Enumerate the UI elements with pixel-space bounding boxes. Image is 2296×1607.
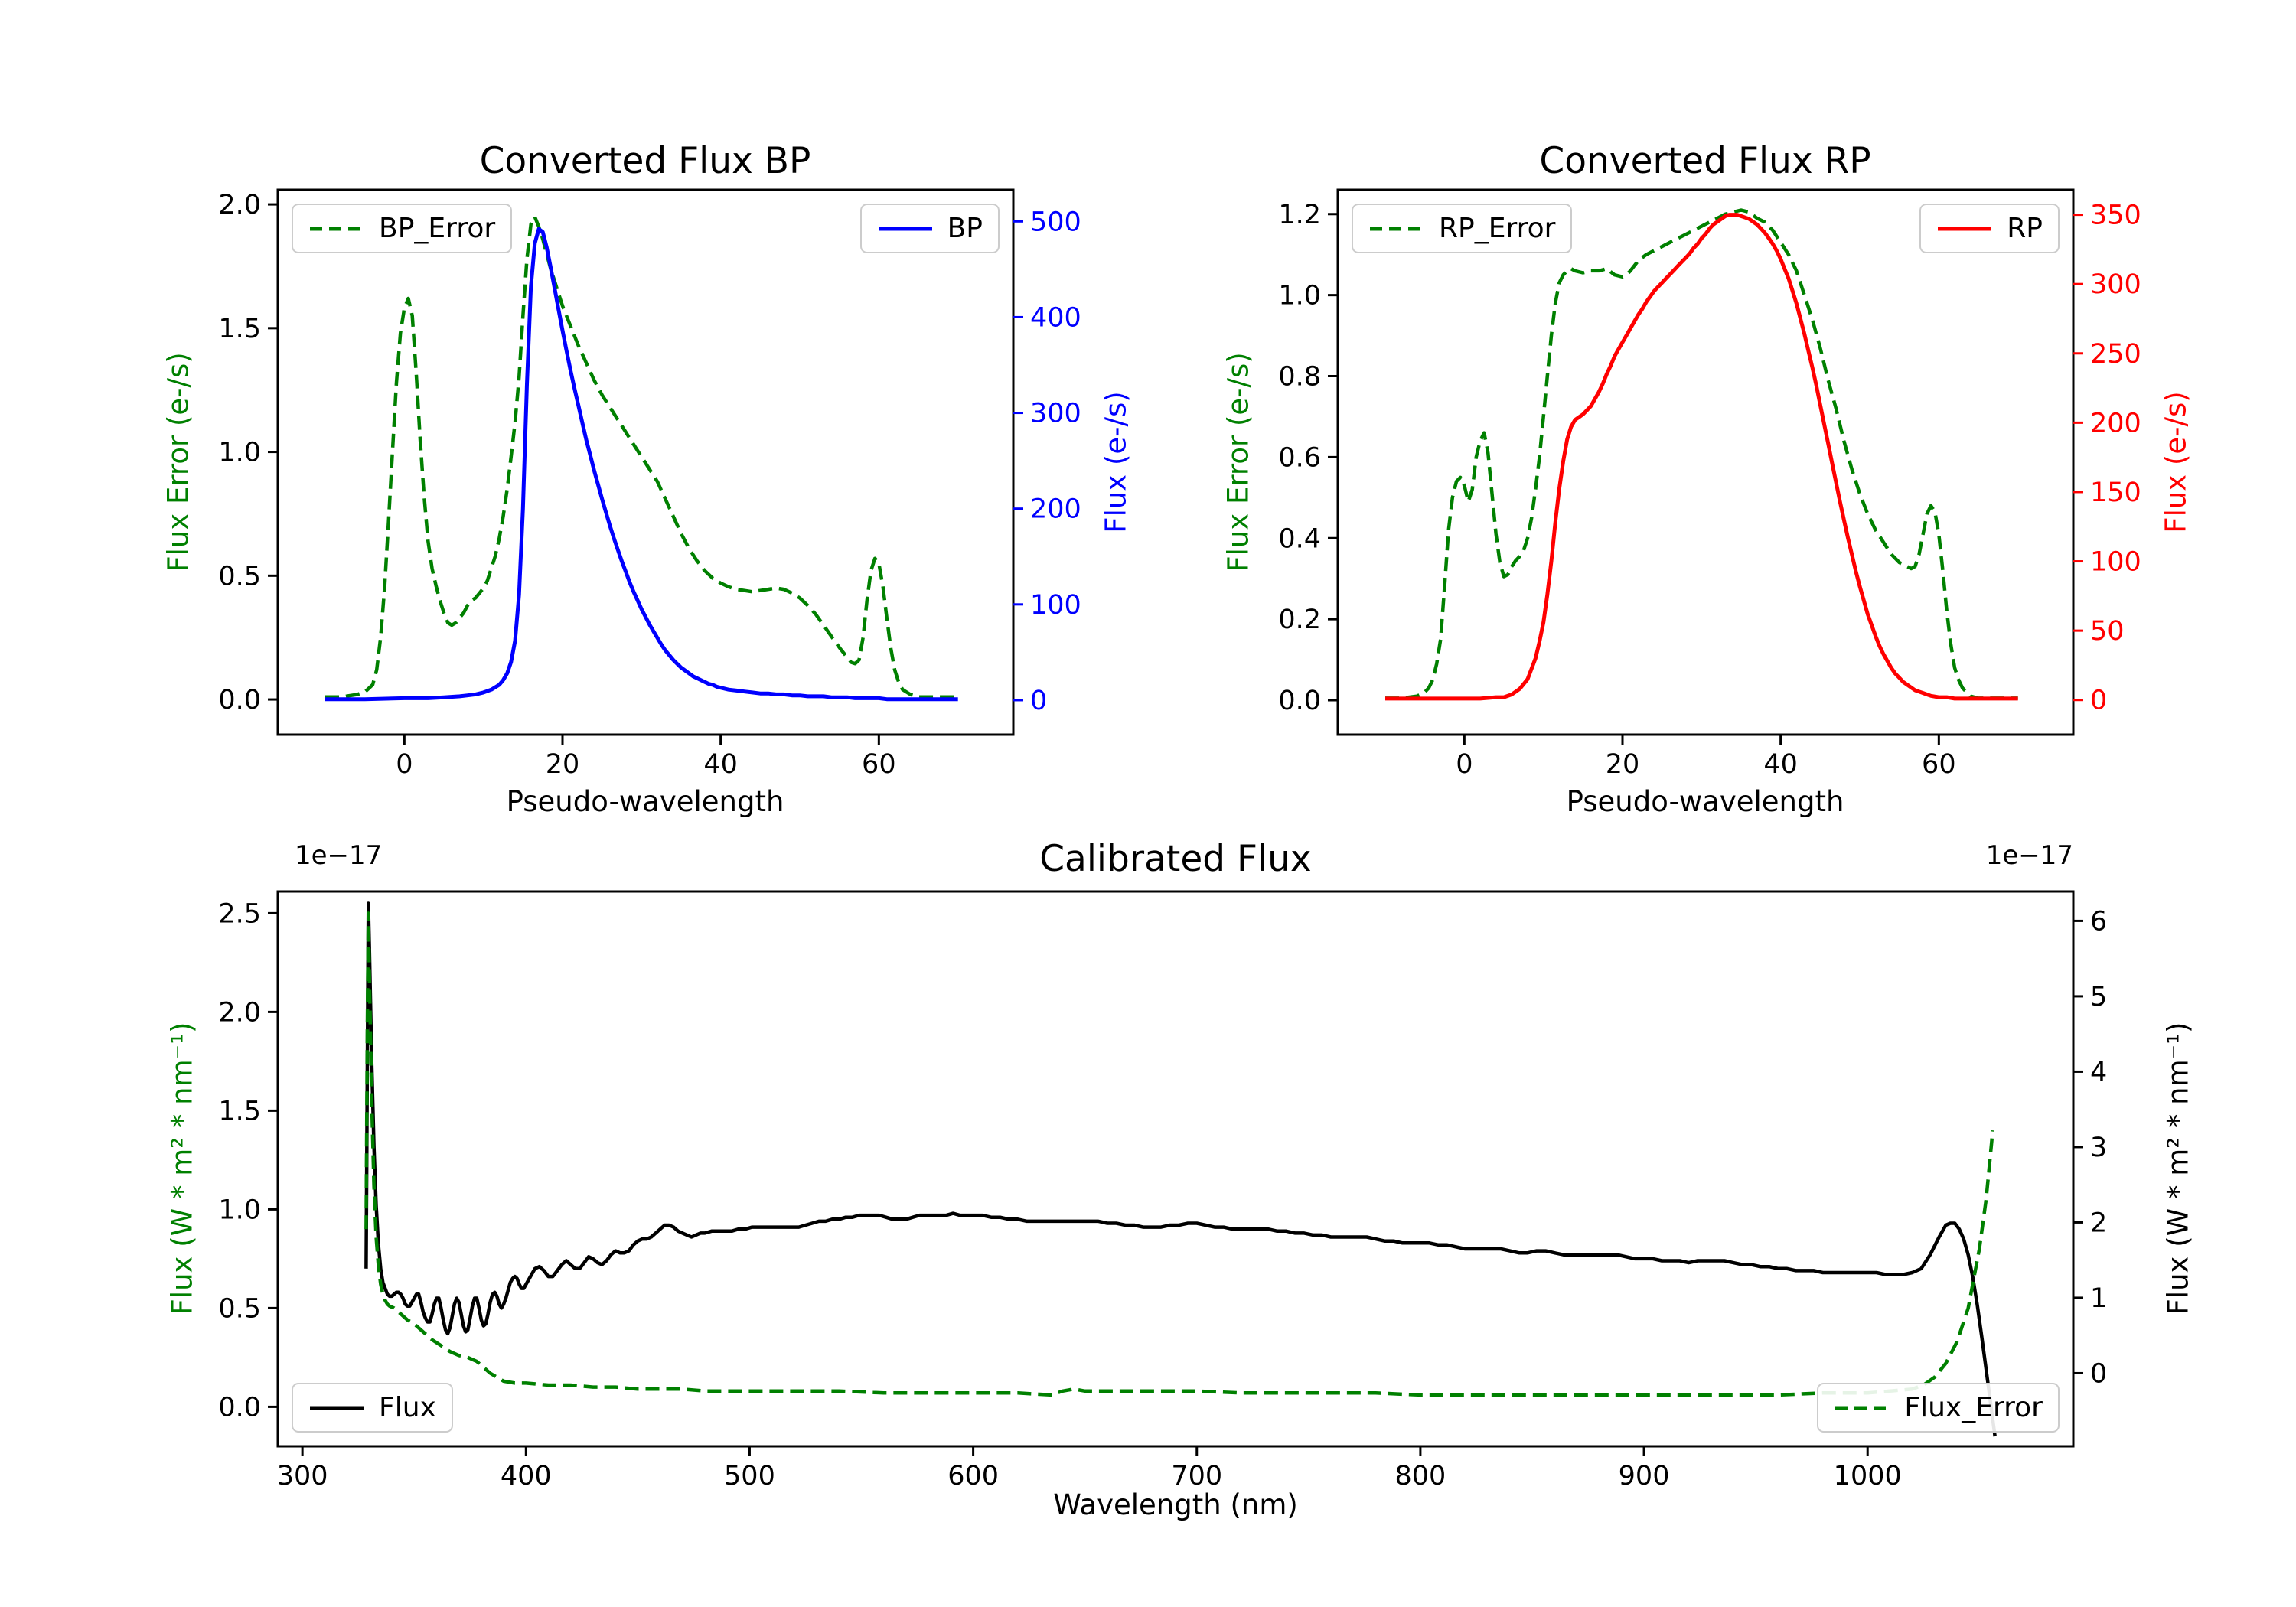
- calibrated-x-tick-label: 300: [277, 1461, 328, 1491]
- rp-left-tick-label: 0.0: [1278, 686, 1321, 716]
- rp-left-tick-label: 0.4: [1278, 523, 1321, 554]
- bp-error-legend: BP_Error: [292, 204, 513, 253]
- rp-left-tick-label: 0.2: [1278, 605, 1321, 635]
- bp-x-tick-label: 0: [396, 749, 413, 780]
- bp-legend: BP: [859, 204, 1000, 253]
- rp-left-tick-label: 0.6: [1278, 442, 1321, 473]
- rp-right-axis-label: Flux (e-/s): [2159, 391, 2193, 533]
- bp-x-axis-label: Pseudo-wavelength: [506, 785, 784, 818]
- rp-left-tick-label: 0.8: [1278, 362, 1321, 393]
- calibrated-left-tick-label: 1.5: [218, 1096, 261, 1126]
- calibrated-left-tick-label: 2.0: [218, 997, 261, 1028]
- series-BP_Error: [325, 215, 958, 699]
- flux-legend-label: Flux: [379, 1392, 436, 1423]
- bp-legend-label: BP: [947, 213, 983, 244]
- rp-right-tick-label: 200: [2090, 408, 2141, 438]
- bp-error-legend-label: BP_Error: [379, 213, 496, 244]
- calibrated-right-tick-label: 6: [2090, 906, 2107, 937]
- bp-right-tick-label: 300: [1030, 399, 1081, 429]
- calibrated-x-tick-label: 1000: [1834, 1461, 1902, 1491]
- calibrated-right-axis-label: Flux (W * m² * nm⁻¹): [2161, 1022, 2195, 1315]
- rp-chart-title: Converted Flux RP: [1539, 140, 1871, 182]
- right-axis-offset-text: 1e−17: [1985, 840, 2073, 871]
- rp-right-tick-label: 150: [2090, 478, 2141, 508]
- bp-left-tick-label: 0.0: [218, 685, 261, 715]
- flux-error-legend-label: Flux_Error: [1904, 1392, 2043, 1423]
- calibrated-x-tick-label: 900: [1619, 1461, 1670, 1491]
- calibrated-x-tick-label: 800: [1395, 1461, 1446, 1491]
- dashed-line-sample-icon: [1835, 1406, 1890, 1410]
- bp-left-axis-label: Flux Error (e-/s): [161, 352, 195, 572]
- left-axis-offset-text: 1e−17: [295, 840, 383, 871]
- bp-x-tick-label: 40: [703, 749, 738, 780]
- flux-legend: Flux: [292, 1383, 453, 1433]
- rp-x-axis-label: Pseudo-wavelength: [1566, 785, 1844, 818]
- calibrated-left-tick-label: 0.5: [218, 1293, 261, 1324]
- dashed-line-sample-icon: [310, 227, 364, 230]
- calibrated-right-tick-label: 3: [2090, 1133, 2107, 1163]
- rp-left-tick-label: 1.0: [1278, 281, 1321, 311]
- bp-right-tick-label: 200: [1030, 494, 1081, 525]
- rp-axes-spines: [1336, 188, 2075, 736]
- series-RP: [1385, 213, 2018, 701]
- rp-right-tick-label: 0: [2090, 686, 2107, 716]
- calibrated-right-tick-label: 2: [2090, 1208, 2107, 1238]
- calibrated-left-axis-label: Flux (W * m² * nm⁻¹): [165, 1022, 199, 1315]
- bp-right-axis-label: Flux (e-/s): [1099, 391, 1133, 533]
- flux-error-legend: Flux_Error: [1817, 1383, 2060, 1433]
- rp-x-tick-label: 40: [1763, 749, 1798, 780]
- rp-right-tick-label: 250: [2090, 339, 2141, 370]
- calibrated-right-tick-label: 0: [2090, 1358, 2107, 1389]
- rp-right-tick-label: 350: [2090, 200, 2141, 231]
- rp-x-tick-label: 20: [1606, 749, 1640, 780]
- calibrated-x-tick-label: 500: [724, 1461, 775, 1491]
- bp-left-tick-label: 1.5: [218, 314, 261, 344]
- calibrated-right-tick-label: 4: [2090, 1057, 2107, 1087]
- calibrated-x-axis-label: Wavelength (nm): [1053, 1488, 1298, 1521]
- rp-error-legend: RP_Error: [1352, 204, 1573, 253]
- bp-left-tick-label: 0.5: [218, 561, 261, 592]
- rp-right-tick-label: 300: [2090, 269, 2141, 300]
- bp-right-tick-label: 100: [1030, 590, 1081, 621]
- calibrated-left-tick-label: 2.5: [218, 898, 261, 929]
- bp-x-tick-label: 60: [862, 749, 896, 780]
- bp-left-tick-label: 1.0: [218, 438, 261, 468]
- bp-right-tick-label: 500: [1030, 207, 1081, 237]
- rp-left-axis-label: Flux Error (e-/s): [1221, 352, 1255, 572]
- calibrated-x-tick-label: 400: [501, 1461, 552, 1491]
- rp-legend: RP: [1919, 204, 2060, 253]
- calibrated-left-tick-label: 1.0: [218, 1195, 261, 1225]
- rp-legend-label: RP: [2007, 213, 2043, 244]
- calibrated-x-tick-label: 600: [947, 1461, 999, 1491]
- bp-axes-spines: [276, 188, 1015, 736]
- rp-x-tick-label: 0: [1456, 749, 1473, 780]
- series-BP: [325, 227, 958, 702]
- bp-right-tick-label: 0: [1030, 686, 1047, 716]
- solid-line-sample-icon: [878, 227, 932, 230]
- solid-line-sample-icon: [310, 1406, 364, 1410]
- dashed-line-sample-icon: [1370, 227, 1424, 230]
- bp-left-tick-label: 2.0: [218, 190, 261, 220]
- series-Flux_Error: [364, 911, 1995, 1397]
- calibrated-x-tick-label: 700: [1171, 1461, 1222, 1491]
- rp-left-tick-label: 1.2: [1278, 200, 1321, 230]
- rp-x-tick-label: 60: [1922, 749, 1956, 780]
- bp-chart-title: Converted Flux BP: [479, 140, 811, 182]
- calibrated-chart-title: Calibrated Flux: [1039, 838, 1312, 880]
- bp-right-tick-label: 400: [1030, 302, 1081, 333]
- series-RP_Error: [1385, 208, 2018, 700]
- calibrated-right-tick-label: 5: [2090, 982, 2107, 1012]
- calibrated-right-tick-label: 1: [2090, 1283, 2107, 1314]
- rp-right-tick-label: 50: [2090, 616, 2125, 647]
- bp-x-tick-label: 20: [546, 749, 580, 780]
- rp-right-tick-label: 100: [2090, 547, 2141, 578]
- rp-error-legend-label: RP_Error: [1439, 213, 1556, 244]
- series-Flux: [364, 901, 1997, 1437]
- calibrated-axes-spines: [276, 890, 2075, 1448]
- calibrated-left-tick-label: 0.0: [218, 1392, 261, 1423]
- solid-line-sample-icon: [1938, 227, 1992, 230]
